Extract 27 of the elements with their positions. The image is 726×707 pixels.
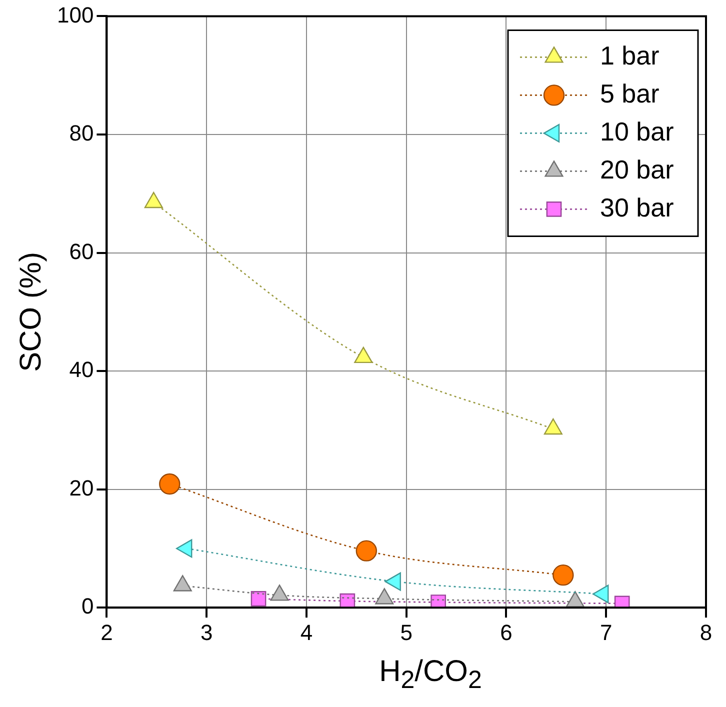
x-tick-label: 3 <box>200 620 213 645</box>
legend-label: 30 bar <box>600 192 674 222</box>
y-tick-label: 40 <box>69 357 94 382</box>
y-axis-title: SCO (%) <box>14 252 48 372</box>
y-tick-label: 20 <box>69 475 94 500</box>
x-tick-label: 5 <box>400 620 412 645</box>
legend-label: 20 bar <box>600 154 674 184</box>
x-tick-label: 4 <box>300 620 313 645</box>
point <box>144 192 163 208</box>
x-tick-label: 7 <box>600 620 612 645</box>
point <box>552 564 574 586</box>
x-tick-label: 6 <box>500 620 512 645</box>
x-tick-label: 8 <box>700 620 712 645</box>
point <box>544 418 562 435</box>
point <box>356 540 377 562</box>
legend-label: 1 bar <box>600 40 660 70</box>
legend-label: 5 bar <box>600 78 660 108</box>
point <box>159 473 180 495</box>
x-tick-label: 2 <box>100 620 113 645</box>
y-tick-label: 80 <box>69 120 94 146</box>
legend-label: 10 bar <box>600 116 674 146</box>
y-tick-label: 0 <box>81 594 94 619</box>
point <box>354 346 373 364</box>
y-tick-label: 100 <box>56 2 94 28</box>
y-tick-label: 60 <box>69 238 94 264</box>
x-axis-title: H$_{2}$/CO$_{2}$ <box>378 655 483 695</box>
point <box>250 591 266 606</box>
